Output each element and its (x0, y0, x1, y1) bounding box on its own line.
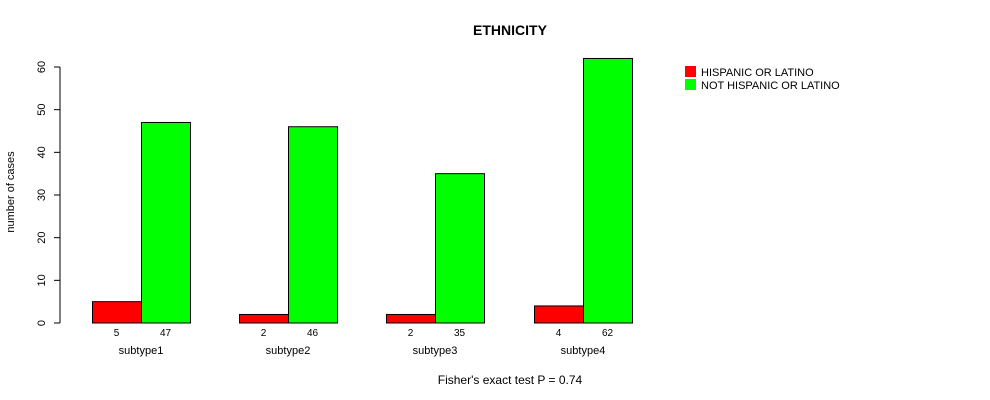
bar (534, 305, 584, 324)
bar-value-label: 2 (261, 328, 267, 339)
bar-value-label: 62 (602, 328, 614, 339)
y-tick-label: 10 (36, 274, 48, 286)
bars: 5 47 subtype1 2 46 subtype2 2 35 subtype3 4 62 subt… (92, 57, 633, 357)
bar (435, 173, 485, 324)
y-tick-label: 20 (36, 232, 48, 244)
bar (583, 57, 633, 324)
bar (239, 313, 289, 324)
fisher-test-footnote: Fisher's exact test P = 0.74 (438, 373, 583, 387)
bar-value-label: 47 (160, 328, 172, 339)
bar (141, 121, 191, 324)
bar-value-label: 46 (307, 328, 319, 339)
bar (386, 313, 436, 324)
bar-value-label: 35 (454, 328, 466, 339)
bar-value-label: 4 (556, 328, 562, 339)
legend-swatch (685, 79, 696, 90)
y-tick-label: 60 (36, 61, 48, 73)
chart-title: ETHNICITY (473, 22, 548, 38)
y-tick-label: 0 (36, 320, 48, 326)
y-axis-label: number of cases (5, 151, 17, 233)
category-label: subtype4 (561, 345, 606, 357)
bar (288, 126, 338, 324)
legend-swatch (685, 66, 696, 77)
category-label: subtype3 (413, 345, 458, 357)
category-label: subtype2 (266, 345, 311, 357)
bar (92, 301, 142, 324)
legend-label: NOT HISPANIC OR LATINO (701, 80, 840, 92)
y-tick-label: 30 (36, 189, 48, 201)
legend-label: HISPANIC OR LATINO (701, 67, 814, 79)
bar-value-label: 5 (114, 328, 120, 339)
bar-value-label: 2 (408, 328, 414, 339)
y-tick-label: 50 (36, 104, 48, 116)
y-axis: 0 10 20 30 40 50 60 (36, 61, 61, 326)
category-label: subtype1 (119, 345, 164, 357)
y-tick-label: 40 (36, 146, 48, 158)
